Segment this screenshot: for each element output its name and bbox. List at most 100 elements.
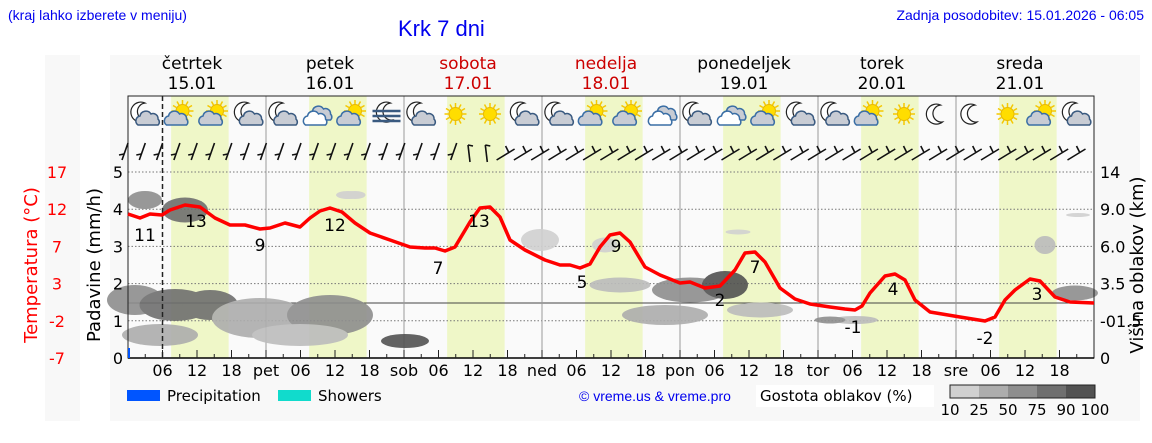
day-name: petek [306, 54, 354, 74]
sun-cloud-icon [198, 100, 228, 126]
showers-swatch [278, 390, 311, 401]
day-date: 19.01 [720, 74, 769, 94]
page-title: Krk 7 dni [398, 16, 485, 41]
cloud-density-step: 10 [940, 401, 959, 419]
sun-cloud-icon [336, 100, 366, 126]
precip-tick: 0 [113, 349, 123, 368]
temperature-value-label: 3 [1032, 285, 1043, 305]
cloudy-icon [647, 105, 678, 126]
temp-tick: 3 [52, 275, 62, 294]
temp-tick: 17 [47, 163, 67, 182]
precip-tick: 5 [113, 163, 123, 182]
moon-cloud-icon [406, 101, 437, 126]
cloud-height-tick: 0 [1100, 349, 1110, 368]
x-tick-label: 06 [704, 361, 724, 380]
cloud-density-area [107, 191, 1098, 348]
temperature-line [127, 203, 1095, 323]
copyright-link[interactable]: © vreme.us & vreme.pro [579, 388, 731, 404]
x-tick-label: 06 [152, 361, 172, 380]
moon-cloud-icon [268, 101, 299, 126]
temp-tick: -2 [49, 312, 65, 331]
temperature-value-label: -1 [845, 318, 862, 338]
cloud-height-tick: -01.5 [1100, 312, 1141, 331]
temp-tick: 7 [52, 237, 62, 256]
temperature-value-label: 13 [468, 212, 490, 232]
moon-icon [960, 103, 980, 125]
x-tick-label: 12 [601, 361, 621, 380]
region-hint[interactable]: (kraj lahko izberete v meniju) [8, 7, 187, 23]
x-tick-label: sre [944, 361, 968, 380]
day-name: sobota [439, 54, 497, 74]
temp-axis-label: Temperatura (°C) [21, 187, 42, 344]
daylight-band [447, 96, 505, 358]
sun-cloud-icon [853, 100, 884, 126]
cloud-density-step: 100 [1081, 401, 1110, 419]
moon-cloud-icon [509, 101, 540, 126]
temperature-axis-panel [45, 55, 80, 421]
x-tick-label: 12 [325, 361, 345, 380]
cloud-height-axis-label: Višina oblakov (km) [1127, 176, 1148, 353]
x-tick-label: 18 [773, 361, 793, 380]
sun-icon [996, 103, 1019, 125]
temperature-value-label: 4 [888, 280, 899, 300]
x-tick-label: 18 [635, 361, 655, 380]
sun-cloud-icon [750, 100, 780, 126]
x-tick-label: 18 [359, 361, 379, 380]
x-tick-label: 12 [463, 361, 483, 380]
temperature-value-label: 7 [433, 259, 444, 279]
cloud-density-swatch [1037, 385, 1066, 398]
x-tick-label: 06 [842, 361, 862, 380]
sun-icon [479, 103, 501, 125]
moon-cloud-icon [544, 101, 575, 126]
x-tick-label: 06 [290, 361, 310, 380]
moon-cloud-icon [1061, 101, 1092, 126]
day-date: 17.01 [444, 74, 493, 94]
daylight-band [723, 96, 781, 358]
moon-icon [925, 103, 945, 125]
temperature-value-label: 12 [324, 216, 346, 236]
showers-legend-label: Showers [318, 387, 382, 405]
day-name: četrtek [162, 54, 223, 74]
day-name: torek [860, 54, 904, 74]
x-tick-label: 06 [566, 361, 586, 380]
precip-tick: 4 [113, 200, 123, 219]
cloud-height-tick: 14 [1100, 163, 1120, 182]
temperature-value-label: 2 [715, 291, 726, 311]
x-tick-label: 06 [980, 361, 1000, 380]
moon-cloud-icon [233, 101, 264, 126]
cloudy-icon [302, 105, 333, 126]
cloud-density-step: 75 [1027, 401, 1046, 419]
sun-cloud-icon [1026, 100, 1056, 126]
sun-icon [444, 103, 467, 125]
day-date: 15.01 [168, 74, 217, 94]
cloud-density-step: 90 [1056, 401, 1075, 419]
cloud-density-swatch [1066, 385, 1095, 398]
cloud-density-swatch [950, 385, 979, 398]
day-date: 20.01 [858, 74, 907, 94]
temp-tick: -7 [49, 349, 65, 368]
temperature-value-label: 9 [255, 236, 266, 256]
x-tick-label: 12 [739, 361, 759, 380]
x-tick-label: pet [253, 361, 279, 380]
day-date: 21.01 [996, 74, 1045, 94]
day-name: sreda [996, 54, 1043, 74]
moon-cloud-icon [785, 101, 816, 126]
x-tick-label: 12 [877, 361, 897, 380]
temp-tick: 12 [47, 200, 67, 219]
cloud-height-tick: 3.5 [1100, 275, 1125, 294]
moon-cloud-icon [130, 101, 161, 126]
x-tick-label: 12 [187, 361, 207, 380]
day-date: 16.01 [306, 74, 355, 94]
cloud-density-step: 50 [998, 401, 1017, 419]
cloud-density-swatch [1008, 385, 1037, 398]
x-tick-label: 12 [1015, 361, 1035, 380]
x-tick-label: 18 [497, 361, 517, 380]
x-tick-label: 18 [221, 361, 241, 380]
x-tick-label: pon [665, 361, 695, 380]
temperature-value-label: 11 [134, 226, 156, 246]
last-updated: Zadnja posodobitev: 15.01.2026 - 06:05 [896, 7, 1144, 23]
x-tick-label: sob [390, 361, 418, 380]
daylight-band [861, 96, 919, 358]
temperature-value-label: 9 [611, 237, 622, 257]
